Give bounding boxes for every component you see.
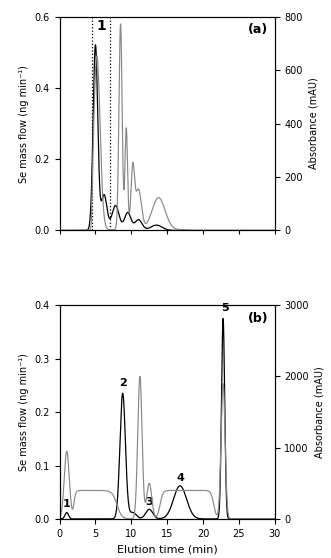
Text: (a): (a) <box>248 23 268 36</box>
X-axis label: Elution time (min): Elution time (min) <box>117 544 217 554</box>
Y-axis label: Absorbance (mAU): Absorbance (mAU) <box>315 366 325 458</box>
Y-axis label: Se mass flow (ng min⁻¹): Se mass flow (ng min⁻¹) <box>19 353 29 471</box>
Y-axis label: Se mass flow (ng min⁻¹): Se mass flow (ng min⁻¹) <box>19 65 29 182</box>
Text: 2: 2 <box>119 378 126 388</box>
Text: 1: 1 <box>63 499 71 509</box>
Text: 5: 5 <box>221 303 228 313</box>
Text: 4: 4 <box>176 473 184 483</box>
Y-axis label: Absorbance (mAU): Absorbance (mAU) <box>308 78 318 170</box>
Text: 3: 3 <box>145 497 153 507</box>
Text: (b): (b) <box>248 312 268 325</box>
Text: 1: 1 <box>96 18 106 32</box>
